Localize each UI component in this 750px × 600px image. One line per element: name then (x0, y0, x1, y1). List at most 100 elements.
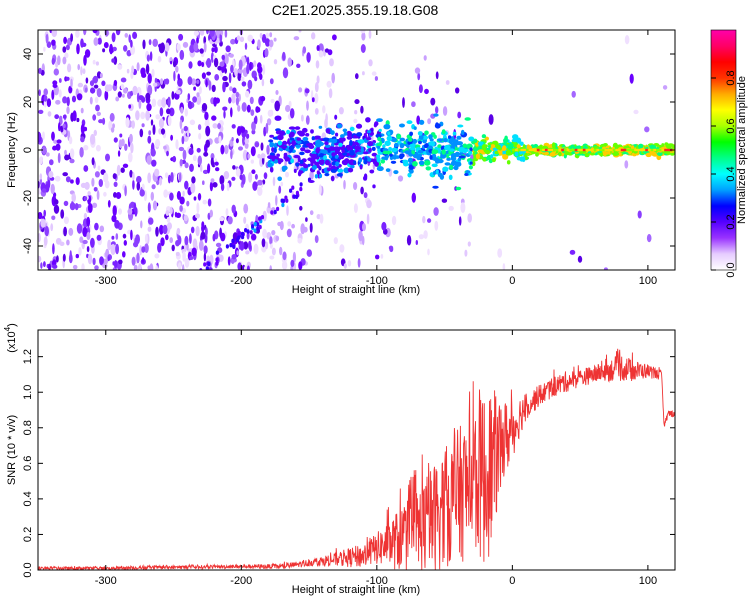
spectrogram-track-cell (299, 182, 303, 187)
spectrogram-track-cell (244, 228, 248, 233)
spectrogram-cell (68, 227, 74, 236)
spectrogram-cell (422, 215, 426, 224)
spectrogram-cell (314, 235, 319, 244)
spectrogram-cell (43, 88, 48, 96)
spectrogram-tone-cell (447, 135, 452, 140)
spectrogram-cell (169, 192, 174, 201)
spectrogram-tone-cell (564, 150, 570, 156)
spectrogram-cell (224, 67, 228, 74)
spectrogram-tone-cell (295, 140, 302, 145)
spectrogram-cell (93, 187, 98, 192)
spectrogram-tone-cell (314, 161, 320, 166)
spectrogram-tone-cell (516, 144, 521, 149)
spectrogram-cell (47, 179, 51, 189)
spectrogram-tone-cell (535, 152, 539, 157)
spectrogram-cell (199, 48, 204, 54)
spectrogram-cell (69, 158, 75, 164)
spectrogram-cell (64, 52, 69, 59)
spectrogram-tone-line (639, 148, 643, 152)
spectrogram-cell (55, 143, 61, 151)
spectrogram-cell (97, 37, 102, 45)
spectrogram-tone-line (547, 148, 551, 152)
spectrogram-cell (298, 261, 303, 270)
spectrogram-tone-cell (308, 180, 315, 183)
spectrogram-cell (208, 80, 212, 91)
spectrogram-cell (111, 235, 115, 240)
snr-multiplier-base: (x10 (6, 331, 18, 352)
spectrogram-tone-cell (402, 159, 409, 164)
spectrogram-tone-cell (379, 140, 383, 146)
spectrogram-cell (42, 131, 45, 140)
spectrogram-cell (63, 36, 67, 45)
spectrogram-cell (219, 61, 225, 67)
spectrogram-cell (131, 120, 136, 129)
spectrogram-tone-cell (273, 147, 277, 154)
spectrogram-cell (208, 267, 213, 270)
spectrogram-tone-cell (435, 122, 439, 128)
spectrogram-cell (173, 70, 176, 82)
spectrogram-cell (458, 216, 462, 226)
spectrogram-cell (93, 37, 99, 46)
spectrogram-tone-line (596, 148, 600, 152)
spectrogram-tone-line (626, 148, 630, 152)
spectrogram-cell (285, 104, 291, 113)
spectrogram-cell (104, 84, 110, 92)
spectrogram-cell (162, 224, 168, 235)
spectrogram-cell (43, 46, 46, 52)
spectrogram-cell (196, 37, 199, 44)
spectrogram-cell (186, 200, 190, 207)
spectrogram-cell (247, 34, 253, 42)
spectrogram-tone-cell (319, 149, 327, 154)
spectrogram-tone-cell (329, 146, 335, 151)
spectrogram-cell (175, 89, 181, 95)
spectrogram-track-cell (273, 209, 277, 215)
spectrogram-tone-cell (311, 136, 315, 141)
spectrogram-tone-cell (277, 134, 284, 141)
spectrogram-cell (166, 150, 169, 157)
spectrogram-cell (102, 262, 108, 269)
spectrogram-cell (176, 227, 181, 235)
spectrogram-cell (633, 109, 639, 115)
spectrogram-cell (170, 172, 174, 183)
spectrogram-cell (577, 255, 583, 263)
spectrogram-cell (284, 159, 287, 167)
spectrogram-cell (58, 78, 62, 83)
spectrogram-cell (205, 125, 211, 137)
spectrogram-tone-cell (289, 131, 295, 138)
spectrogram-tone-cell (342, 152, 348, 156)
spectrogram-track-cell (215, 257, 219, 262)
spectrogram-cell (38, 67, 42, 74)
spectrogram-cell (197, 60, 202, 67)
spectrogram-cell (272, 176, 276, 187)
spectrogram-cell (87, 253, 93, 265)
spectrogram-tone-cell (468, 136, 475, 142)
spectrogram-cell (223, 171, 230, 180)
spectrogram-cell (264, 38, 271, 47)
spectrogram-cell (127, 208, 133, 215)
spectrogram-cell (275, 90, 279, 95)
colorbar-frame (710, 29, 737, 271)
spectrogram-cell (266, 144, 270, 155)
spectrogram-cell (75, 177, 80, 186)
spectrogram-cell (112, 205, 117, 217)
spectrogram-cell (297, 237, 303, 244)
spectrogram-cell (222, 106, 228, 111)
spectrogram-cell (430, 97, 436, 106)
spectrogram-cell (259, 73, 263, 80)
spectrogram-tone-cell (392, 154, 398, 160)
snr-ytick-label: 1.2 (22, 349, 34, 364)
spectrogram-cell (151, 159, 157, 167)
spectrogram-cell (198, 86, 202, 95)
spectrogram-track-cell (253, 228, 257, 233)
spectrogram-cell (225, 45, 231, 53)
spectrogram-cell (219, 175, 225, 185)
spectrogram-cell (58, 122, 61, 132)
spectrogram-cell (230, 38, 236, 45)
spectrogram-cell (265, 241, 269, 250)
spectrogram-cell (92, 257, 96, 266)
spectrogram-tone-cell (464, 173, 469, 176)
spectrogram-cell (81, 263, 85, 270)
spectrogram-cell (70, 179, 74, 184)
spectrogram-cell (287, 221, 292, 227)
spectrogram-track-cell (229, 243, 233, 248)
